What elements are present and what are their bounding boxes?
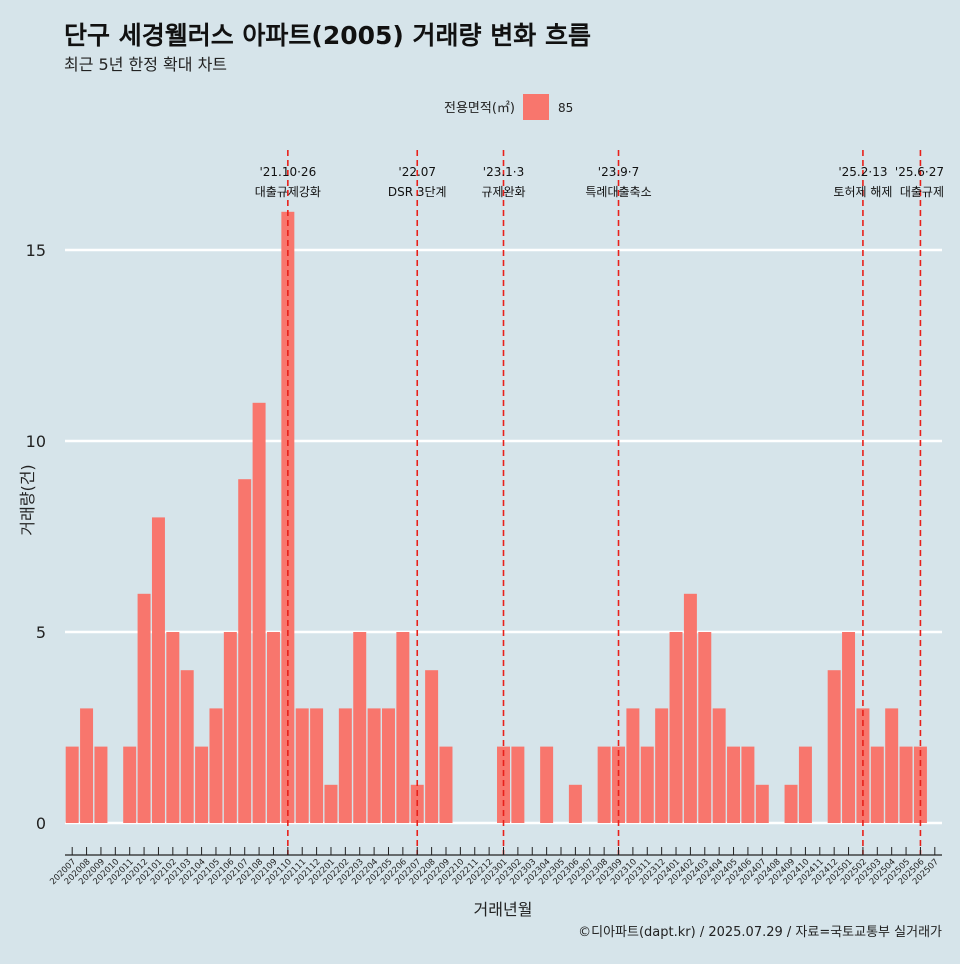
bar-202011 xyxy=(123,746,137,823)
bar-202504 xyxy=(885,708,899,823)
event-date: '25.2·13 xyxy=(838,165,887,179)
bar-202501 xyxy=(842,632,856,823)
bar-202505 xyxy=(899,746,913,823)
bar-202205 xyxy=(381,708,395,823)
bar-202102 xyxy=(166,632,180,823)
bar-202007 xyxy=(65,746,79,823)
bar-202111 xyxy=(295,708,309,823)
event-label: 토허제 해제 xyxy=(833,185,892,199)
bar-202108 xyxy=(252,402,266,823)
legend-swatch xyxy=(523,94,549,120)
y-tick-label: 10 xyxy=(26,432,46,451)
bar-202208 xyxy=(425,670,439,823)
bar-202202 xyxy=(338,708,352,823)
event-date: '23.1·3 xyxy=(483,165,524,179)
legend: 전용면적(㎡) 85 xyxy=(444,94,573,120)
footer-credit: ©디아파트(dapt.kr) / 2025.07.29 / 자료=국토교통부 실… xyxy=(578,925,942,940)
bar-202201 xyxy=(324,784,338,823)
y-tick-label: 0 xyxy=(36,814,46,833)
bar-202104 xyxy=(195,746,209,823)
bar-202203 xyxy=(353,632,367,823)
event-label: 대출규제 xyxy=(900,185,944,199)
bar-202209 xyxy=(439,746,453,823)
bar-202308 xyxy=(597,746,611,823)
bar-202306 xyxy=(568,784,582,823)
bar-202304 xyxy=(540,746,554,823)
bar-202402 xyxy=(683,593,697,823)
bar-202312 xyxy=(655,708,669,823)
bar-202310 xyxy=(626,708,640,823)
y-axis-title: 거래량(건) xyxy=(18,464,37,535)
bar-202107 xyxy=(238,479,252,823)
event-date: '25.6·27 xyxy=(895,165,944,179)
event-label: DSR 3단계 xyxy=(388,185,447,199)
bar-202204 xyxy=(367,708,381,823)
bar-202412 xyxy=(827,670,841,823)
event-date: '22.07 xyxy=(398,165,436,179)
bar-202403 xyxy=(698,632,712,823)
legend-title: 전용면적(㎡) xyxy=(444,101,515,116)
y-tick-label: 15 xyxy=(26,241,46,260)
event-label: 규제완화 xyxy=(481,185,525,199)
bar-202410 xyxy=(798,746,812,823)
bar-202405 xyxy=(727,746,741,823)
bar-202110 xyxy=(281,211,295,824)
chart-title: 단구 세경웰러스 아파트(2005) 거래량 변화 흐름 xyxy=(64,21,591,50)
bar-layer xyxy=(65,211,927,824)
y-tick-label: 5 xyxy=(36,623,46,642)
bar-202105 xyxy=(209,708,223,823)
chart-subtitle: 최근 5년 한정 확대 차트 xyxy=(64,55,227,74)
bar-202404 xyxy=(712,708,726,823)
event-label: 대출규제강화 xyxy=(255,185,321,199)
x-axis-title: 거래년월 xyxy=(474,900,533,919)
bar-202409 xyxy=(784,784,798,823)
bar-202103 xyxy=(180,670,194,823)
bar-202311 xyxy=(640,746,654,823)
bar-202206 xyxy=(396,632,410,823)
bar-202101 xyxy=(151,517,165,823)
event-label: 특례대출축소 xyxy=(585,185,651,199)
bar-202302 xyxy=(511,746,525,823)
bar-202012 xyxy=(137,593,151,823)
bar-202106 xyxy=(223,632,237,823)
legend-label: 85 xyxy=(558,101,573,115)
event-layer: '21.10·26 대출규제강화 '22.07 DSR 3단계 '23.1·3 규제완화 '… xyxy=(255,150,944,855)
bar-202009 xyxy=(94,746,108,823)
event-date: '23.9·7 xyxy=(598,165,639,179)
bar-202406 xyxy=(741,746,755,823)
bar-202008 xyxy=(80,708,94,823)
bar-202401 xyxy=(669,632,683,823)
bar-202109 xyxy=(266,632,280,823)
event-date: '21.10·26 xyxy=(259,165,316,179)
bar-202112 xyxy=(310,708,324,823)
bar-202407 xyxy=(755,784,769,823)
bar-202503 xyxy=(870,746,884,823)
